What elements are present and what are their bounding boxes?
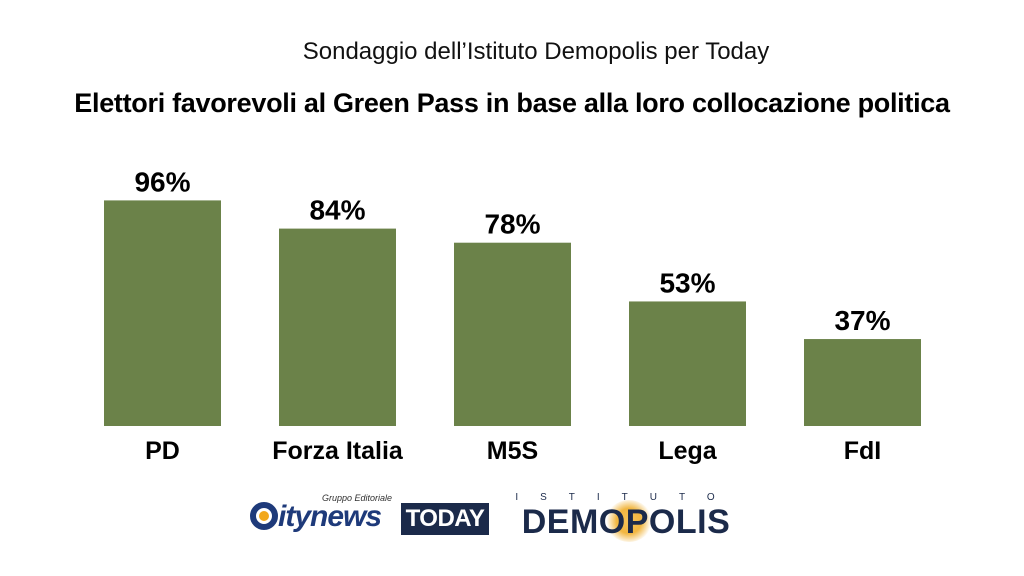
chart-subtitle: Sondaggio dell’Istituto Demopolis per To…: [302, 38, 770, 65]
bar-m5s: [454, 242, 571, 426]
citynews-logo: Gruppo Editoriale itynews: [248, 492, 393, 538]
citynews-c-icon: [250, 502, 278, 530]
value-label: 53%: [659, 267, 715, 298]
category-label: Lega: [658, 437, 717, 465]
category-label: M5S: [487, 437, 538, 465]
value-label: 96%: [134, 166, 190, 197]
category-label: Forza Italia: [272, 437, 404, 465]
chart-title: Elettori favorevoli al Green Pass in bas…: [74, 88, 950, 118]
category-label: PD: [145, 437, 180, 465]
category-label: FdI: [844, 437, 882, 465]
bar-pd: [104, 200, 221, 426]
citynews-wordmark: itynews: [278, 500, 382, 533]
citynews-dot-icon: [259, 511, 269, 521]
bar-forza-italia: [279, 228, 396, 426]
bar-chart: 96% PD 84% Forza Italia 78% M5S 53% Lega 37% FdI: [104, 166, 921, 465]
value-label: 78%: [484, 209, 540, 240]
value-label: 84%: [309, 195, 365, 226]
demopolis-glow-icon: [606, 500, 652, 542]
value-label: 37%: [834, 305, 890, 336]
demopolis-prefix: ISTITUTO: [515, 492, 737, 503]
bar-fdi: [804, 339, 921, 426]
demopolis-logo: ISTITUTO DEMOPOLIS: [500, 492, 752, 542]
demopolis-name: DEMOPOLIS: [521, 503, 731, 541]
bar-lega: [629, 301, 746, 426]
today-logo: TODAY: [401, 503, 489, 535]
citynews-tagline: Gruppo Editoriale: [322, 493, 393, 503]
